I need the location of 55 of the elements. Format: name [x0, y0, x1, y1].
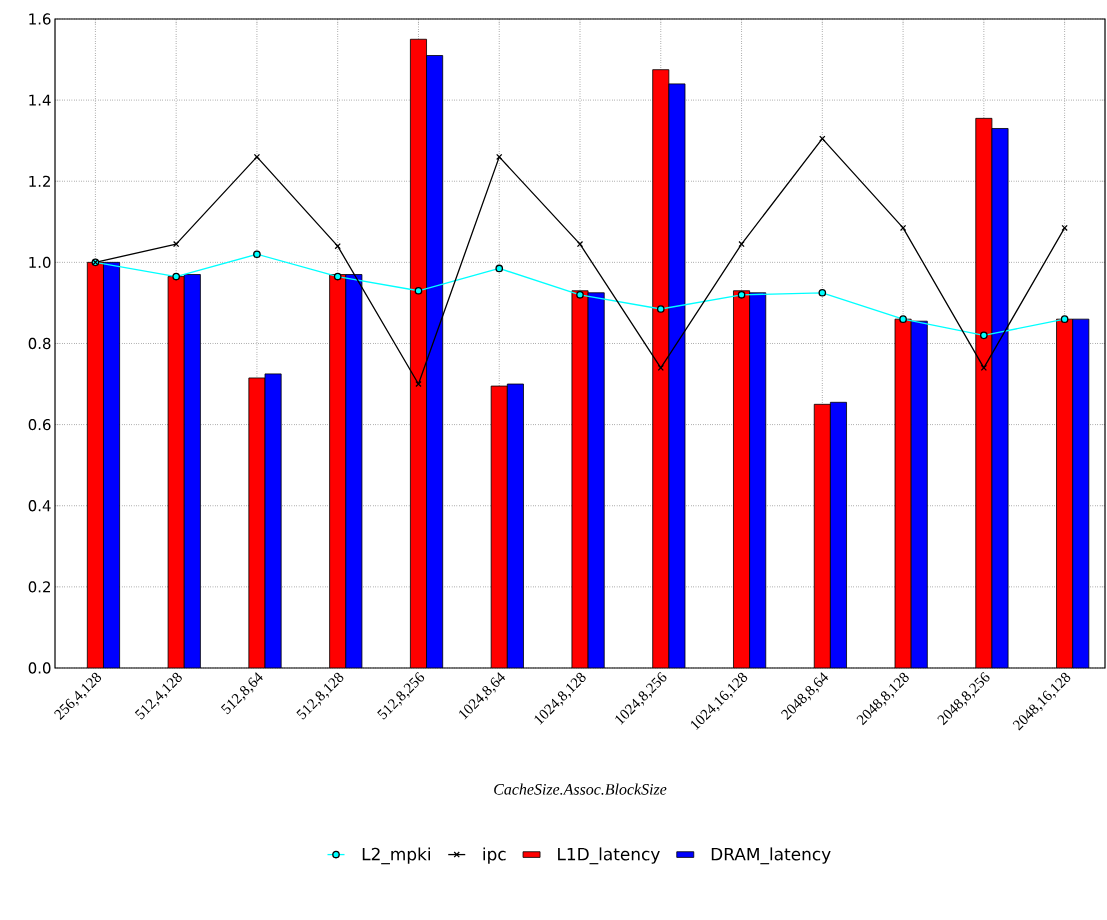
point [980, 331, 988, 340]
point [576, 290, 584, 299]
point [334, 242, 341, 250]
bar [409, 38, 427, 668]
point [1060, 315, 1069, 323]
point [899, 315, 907, 323]
y-tick-label: 0.4 [28, 500, 51, 512]
point [576, 240, 584, 248]
legend-label: ipc [483, 847, 506, 864]
bar [975, 117, 993, 668]
point [737, 290, 746, 299]
point [414, 286, 423, 295]
y-tick-label: 0.0 [28, 662, 51, 674]
x-axis-title: CacheSize.Assoc.BlockSize [494, 783, 667, 795]
bar [506, 383, 524, 668]
bar [103, 261, 121, 668]
y-tick-label: 0.8 [28, 337, 51, 350]
bar [345, 274, 363, 668]
point [495, 264, 504, 273]
legend-label: L1D_latency [558, 847, 660, 865]
bar [894, 318, 912, 668]
point [496, 153, 503, 161]
point [738, 240, 745, 248]
point [253, 250, 261, 259]
bar [829, 401, 847, 668]
point [818, 288, 827, 297]
bar [587, 292, 605, 668]
y-tick-label: 1.0 [29, 256, 51, 269]
bar [426, 55, 444, 668]
bar [264, 373, 282, 668]
point [172, 272, 180, 281]
y-tick-label: 0.6 [28, 418, 51, 431]
point [1061, 224, 1068, 232]
legend-label: DRAM_latency [711, 847, 831, 865]
bar [733, 290, 751, 668]
bar [490, 385, 508, 668]
bar [910, 320, 928, 668]
bar [167, 276, 185, 668]
bar [183, 274, 201, 668]
y-tick-label: 0.2 [28, 581, 50, 593]
bar [749, 292, 767, 668]
bar [1056, 318, 1074, 668]
y-tick-label: 1.6 [29, 13, 51, 25]
bar [329, 274, 347, 668]
bar [813, 403, 831, 668]
legend-label: L2_mpki [362, 847, 430, 865]
y-tick-label: 1.4 [29, 94, 51, 106]
point [415, 380, 422, 388]
point [333, 272, 342, 281]
bar [86, 261, 104, 668]
bar [652, 69, 670, 668]
bar [1072, 318, 1090, 668]
point [656, 305, 665, 313]
bar [571, 290, 589, 668]
y-tick-label: 1.2 [29, 175, 50, 187]
